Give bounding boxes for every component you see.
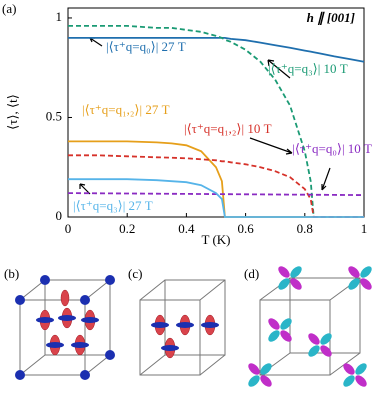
series-label: |⟨τ⁺q=q₃⟩| 10 T xyxy=(268,61,348,76)
panel-b-illustration xyxy=(15,275,115,380)
series-label: |⟨τ⁺q=q₁,₂⟩| 27 T xyxy=(82,102,170,117)
atom xyxy=(105,275,115,285)
series-line xyxy=(68,178,364,218)
plot-frame xyxy=(67,7,365,218)
arrow xyxy=(249,137,293,155)
x-axis-label: T (K) xyxy=(201,232,230,247)
series-line xyxy=(67,192,365,196)
atom xyxy=(40,275,50,285)
panel-label: (a) xyxy=(2,1,16,16)
arrow xyxy=(79,183,91,195)
arrow xyxy=(267,59,291,79)
y-tick-label: 1 xyxy=(56,9,63,24)
x-tick-label: 1 xyxy=(361,221,368,236)
series-label: |⟨τ⁺q=q₀⟩| 10 T xyxy=(292,141,372,156)
ring xyxy=(176,322,194,328)
ring xyxy=(161,345,179,351)
x-tick-label: 0.4 xyxy=(178,221,195,236)
x-tick-label: 0.2 xyxy=(119,221,135,236)
y-tick-label: 0 xyxy=(56,208,63,223)
panel-label: (c) xyxy=(128,266,142,281)
series-label: |⟨τ⁺q=q₀⟩| 27 T xyxy=(106,39,186,54)
series-label: |⟨τ⁺q=q₁,₂⟩| 10 T xyxy=(184,121,272,136)
panel-d-illustration xyxy=(248,266,372,387)
series-label: |⟨τ⁺q=q₃⟩| 27 T xyxy=(73,198,153,213)
ring xyxy=(36,317,54,323)
arrow xyxy=(89,37,103,47)
orbital xyxy=(60,289,70,307)
atom xyxy=(80,295,90,305)
arrow xyxy=(321,167,331,191)
x-tick-label: 0.6 xyxy=(237,221,254,236)
atom xyxy=(105,350,115,360)
ring xyxy=(201,322,219,328)
cube xyxy=(259,277,361,376)
orbital-clusters xyxy=(248,266,372,387)
atom xyxy=(80,370,90,380)
ring xyxy=(46,342,64,348)
ring xyxy=(151,322,169,328)
cube xyxy=(139,279,226,376)
ring xyxy=(81,317,99,323)
ring xyxy=(58,315,76,321)
atom xyxy=(15,370,25,380)
atom xyxy=(15,295,25,305)
x-tick-label: 0 xyxy=(65,221,72,236)
y-tick-label: 0.5 xyxy=(46,108,62,123)
panel-label: (b) xyxy=(4,266,19,281)
annotation: h ∥ [001] xyxy=(307,10,355,26)
panel-label: (d) xyxy=(244,266,259,281)
ring xyxy=(71,342,89,348)
series-line xyxy=(68,37,365,63)
panel-c-illustration xyxy=(139,279,226,376)
arrows xyxy=(79,37,331,195)
y-axis-label: ⟨τ⟩, ⟨t⟩ xyxy=(5,94,20,130)
x-tick-label: 0.8 xyxy=(297,221,313,236)
